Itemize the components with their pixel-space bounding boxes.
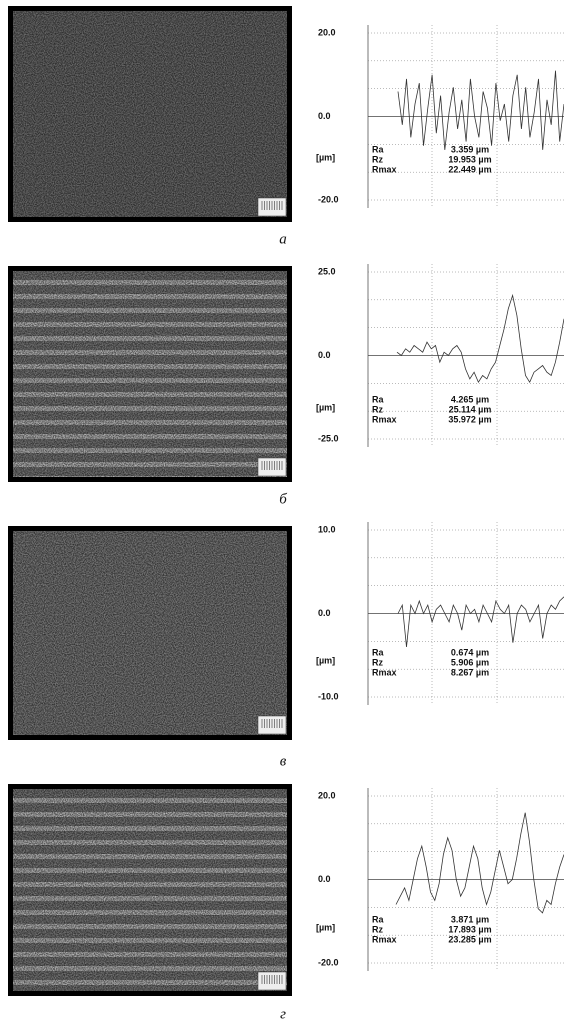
y-axis-label: [µm] (316, 922, 335, 932)
stat-name: Ra (372, 647, 384, 657)
micrograph-grain (13, 789, 287, 991)
y-tick-label: 20.0 (318, 790, 336, 800)
y-tick-label: 25.0 (318, 266, 336, 276)
y-tick-label: -25.0 (318, 433, 339, 443)
panel: 20.0 0.0 -20.0 [µm] Ra 3.871 µm Rz 17.893 µm Rma… (8, 784, 564, 1022)
stat-value: 0.674 µm (451, 647, 489, 657)
y-tick-label: 0.0 (318, 111, 331, 121)
y-tick-label: -20.0 (318, 194, 339, 204)
stat-name: Rz (372, 404, 383, 414)
micrograph-grain (13, 271, 287, 477)
y-axis-label: [µm] (316, 655, 335, 665)
stat-value: 23.285 µm (448, 934, 491, 944)
stat-value: 22.449 µm (448, 164, 491, 174)
stat-value: 19.953 µm (448, 154, 491, 164)
profile-line (397, 70, 564, 150)
profile-line (396, 293, 564, 384)
profile-line (397, 596, 564, 647)
profile-line (395, 812, 564, 914)
y-tick-label: -20.0 (318, 957, 339, 967)
stat-name: Rz (372, 154, 383, 164)
stat-value: 17.893 µm (448, 924, 491, 934)
stat-value: 4.265 µm (451, 394, 489, 404)
y-tick-label: 20.0 (318, 27, 336, 37)
y-tick-label: -10.0 (318, 691, 339, 701)
micrograph-grain (13, 531, 287, 735)
y-axis-label: [µm] (316, 402, 335, 412)
stat-value: 35.972 µm (448, 414, 491, 424)
y-tick-label: 0.0 (318, 608, 331, 618)
panel: 20.0 0.0 -20.0 [µm] Ra 3.359 µm Rz 19.953 µm Rma… (8, 6, 564, 247)
caption: б (279, 491, 287, 507)
y-tick-label: 10.0 (318, 524, 336, 534)
stat-name: Rmax (372, 934, 397, 944)
y-axis-label: [µm] (316, 152, 335, 162)
y-tick-label: 0.0 (318, 874, 331, 884)
panel: 25.0 0.0 -25.0 [µm] Ra 4.265 µm Rz 25.114 µm Rma… (8, 264, 564, 507)
stat-name: Rz (372, 924, 383, 934)
stat-name: Rmax (372, 667, 397, 677)
stat-name: Rmax (372, 414, 397, 424)
y-tick-label: 0.0 (318, 350, 331, 360)
stat-value: 25.114 µm (449, 404, 492, 414)
stat-name: Rz (372, 657, 383, 667)
stat-name: Rmax (372, 164, 397, 174)
stat-value: 3.871 µm (451, 914, 489, 924)
stat-name: Ra (372, 394, 384, 404)
stat-name: Ra (372, 144, 384, 154)
stat-value: 3.359 µm (451, 144, 489, 154)
caption: г (280, 1006, 286, 1022)
stat-value: 8.267 µm (451, 667, 489, 677)
micrograph-grain (13, 11, 287, 217)
stat-name: Ra (372, 914, 384, 924)
caption: в (280, 753, 287, 769)
panel: 10.0 0.0 -10.0 [µm] Ra 0.674 µm Rz 5.906 µm Rmax… (8, 522, 564, 769)
caption: а (279, 231, 287, 247)
stat-value: 5.906 µm (451, 657, 489, 667)
